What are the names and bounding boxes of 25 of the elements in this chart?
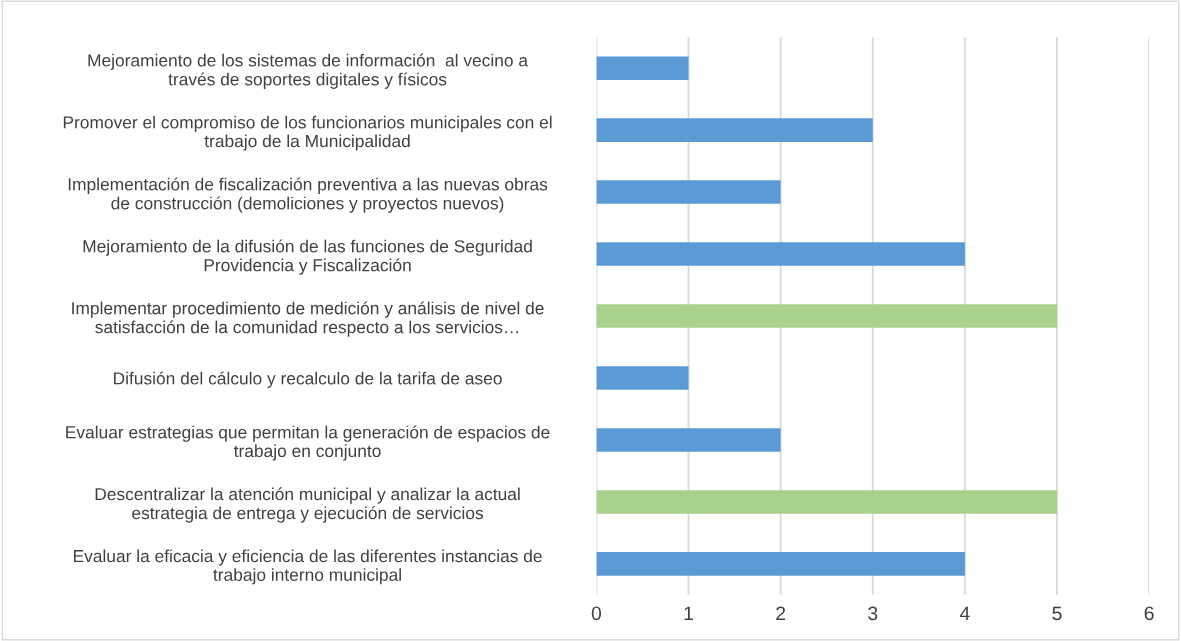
- y-tick-label: Difusión del cálculo y recalculo de la tarifa de aseo: [114, 371, 502, 388]
- x-tick-label: 3: [868, 606, 878, 621]
- y-tick-label: Implementación de fiscalización preventiva a las nuevas obras de construcción (demoliciones y proyectos nuevos): [68, 177, 548, 213]
- x-tick-label: 4: [959, 606, 970, 621]
- bar: [596, 490, 1057, 514]
- x-tick-label: 1: [684, 606, 693, 621]
- bar: [596, 304, 1057, 328]
- y-tick-label: Mejoramiento de los sistemas de información al vecino a través de soportes digitales y físicos: [88, 53, 529, 89]
- y-tick-label: Evaluar estrategias que permitan la generación de espacios de trabajo en conjunto: [66, 425, 550, 461]
- bar: [596, 56, 689, 80]
- bar: [596, 242, 965, 266]
- y-tick-label: Implementar procedimiento de medición y análisis de nivel de satisfacción de la comunidad respecto a los servicios…: [72, 301, 544, 337]
- x-tick-label: 2: [776, 606, 786, 621]
- y-tick-label: Mejoramiento de la difusión de las funciones de Seguridad Providencia y Fiscalización: [83, 239, 532, 275]
- y-tick-label: Promover el compromiso de los funcionarios municipales con el trabajo de la Municipalidad: [63, 115, 552, 151]
- x-tick-label: 5: [1052, 606, 1062, 621]
- y-tick-label: Evaluar la eficacia y eficiencia de las diferentes instancias de trabajo interno municipal: [73, 549, 542, 585]
- bar: [596, 428, 781, 452]
- bar: [596, 366, 689, 390]
- bar: [596, 552, 965, 576]
- x-tick-label: 6: [1144, 606, 1154, 621]
- x-tick-label: 0: [591, 606, 602, 621]
- bar: [596, 118, 873, 142]
- bar: [596, 180, 781, 204]
- y-tick-label: Descentralizar la atención municipal y analizar la actual estrategia de entrega y ejecución de servicios: [95, 487, 520, 523]
